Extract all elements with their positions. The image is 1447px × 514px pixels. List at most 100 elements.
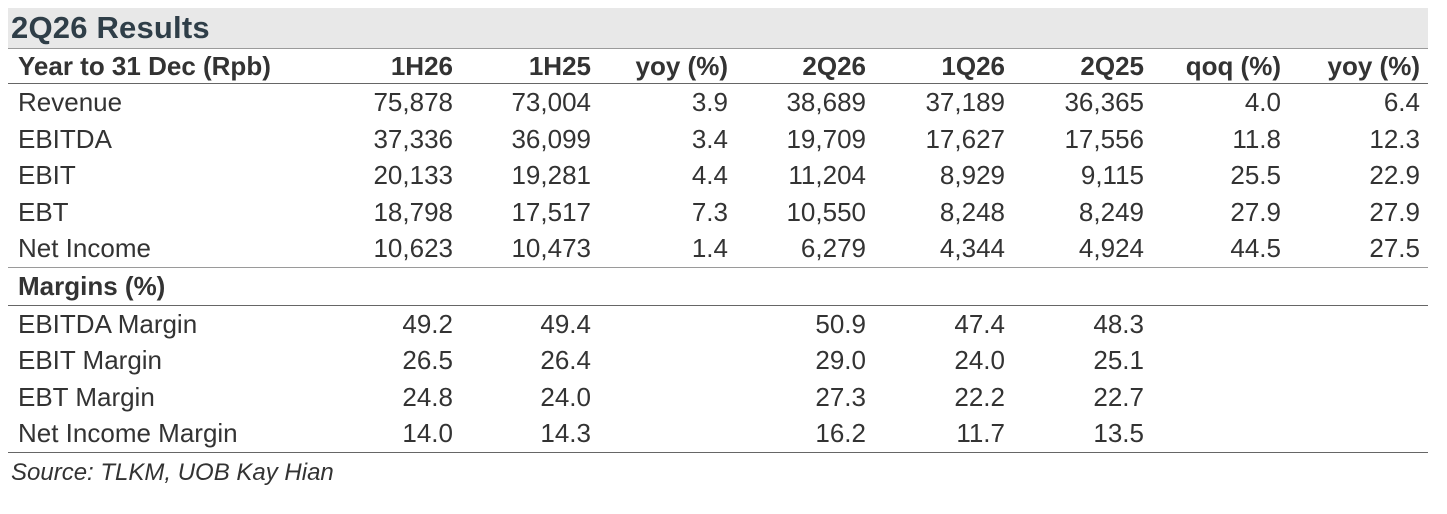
table-cell: 22.2 [954, 381, 1005, 412]
table-cell: 25.1 [1093, 345, 1144, 375]
table-cell: 19,281 [511, 160, 591, 190]
table-row: EBITDA 37,336 36,099 3.4 19,709 17,627 17,556 1… [8, 121, 1428, 158]
column-header: yoy (%) [1289, 49, 1428, 84]
table-cell: 29.0 [815, 345, 866, 375]
table-cell [1152, 305, 1289, 342]
table-cell: 26.4 [540, 345, 591, 375]
column-header: yoy (%) [599, 49, 736, 84]
table-cell: 20,133 [373, 160, 453, 190]
table-cell [599, 342, 736, 379]
table-row: EBIT Margin 26.5 26.4 29.0 24.0 25.1 [8, 342, 1428, 379]
table-cell: 16.2 [736, 415, 874, 453]
table-row: Revenue 75,878 73,004 3.9 38,689 37,189 36,365… [8, 84, 1428, 121]
table-cell: 14.0 [321, 415, 461, 453]
table-cell: 8,929 [939, 160, 1005, 190]
table-cell: 37,189 [925, 87, 1005, 117]
table-cell: 17,517 [511, 196, 591, 227]
table-row: Net Income 10,623 10,473 1.4 6,279 4,344 4,924… [8, 230, 1428, 267]
results-panel: 2Q26 Results Year to 31 Dec (Rpb) 1H26 1… [8, 8, 1428, 487]
table-cell [1289, 379, 1428, 416]
table-cell: 4,344 [939, 233, 1005, 263]
table-cell [599, 415, 736, 453]
table-cell: 37,336 [373, 123, 453, 154]
table-cell: 49.2 [402, 308, 453, 339]
row-label: Net Income [18, 233, 151, 263]
source-note: Source: TLKM, UOB Kay Hian [11, 458, 334, 486]
table-cell: 4.4 [691, 160, 728, 190]
row-label: EBT [18, 196, 69, 227]
table-cell: 14.3 [461, 415, 599, 453]
table-cell: 27.3 [815, 381, 866, 412]
table-cell: 24.0 [954, 345, 1005, 375]
page-title: 2Q26 Results [11, 10, 210, 45]
table-row: Net Income Margin 14.0 14.3 16.2 11.7 13.5 [8, 415, 1428, 453]
table-cell: 11.7 [874, 415, 1013, 453]
table-cell: 50.9 [815, 308, 866, 339]
table-cell: 17,556 [1064, 123, 1144, 154]
table-cell: 10,473 [511, 233, 591, 263]
row-label: EBT Margin [18, 381, 155, 412]
table-cell: 1.4 [691, 233, 728, 263]
table-cell: 27.9 [1230, 196, 1281, 227]
table-cell [599, 379, 736, 416]
table-cell: 47.4 [954, 308, 1005, 339]
table-cell: 4,924 [1078, 233, 1144, 263]
table-cell: 17,627 [925, 123, 1005, 154]
table-cell: 48.3 [1093, 308, 1144, 339]
section-label: Margins (%) [8, 266, 1428, 306]
table-cell: 25.5 [1230, 160, 1281, 190]
results-table: Year to 31 Dec (Rpb) 1H26 1H25 yoy (%) 2… [8, 49, 1428, 453]
table-row: EBT Margin 24.8 24.0 27.3 22.2 22.7 [8, 379, 1428, 416]
table-cell: 6,279 [800, 233, 866, 263]
table-cell: 9,115 [1080, 160, 1144, 190]
table-cell: 38,689 [786, 87, 866, 117]
table-row: EBITDA Margin 49.2 49.4 50.9 47.4 48.3 [8, 305, 1428, 342]
table-cell: 27.9 [1369, 196, 1420, 227]
table-cell: 10,623 [373, 233, 453, 263]
table-cell: 27.5 [1369, 233, 1420, 263]
row-label: EBITDA Margin [18, 308, 198, 339]
row-label: EBIT [18, 160, 76, 190]
row-label: Revenue [18, 87, 123, 117]
table-cell: 24.0 [540, 381, 591, 412]
table-cell: 3.4 [691, 123, 728, 154]
table-cell [1289, 415, 1428, 453]
table-cell: 7.3 [691, 196, 728, 227]
table-cell: 6.4 [1383, 87, 1420, 117]
table-cell: 22.9 [1369, 160, 1420, 190]
table-cell: 36,365 [1064, 87, 1144, 117]
table-cell: 18,798 [373, 196, 453, 227]
row-label: EBITDA [18, 123, 112, 154]
table-cell: 24.8 [402, 381, 453, 412]
table-cell: 49.4 [540, 308, 591, 339]
table-cell: 22.7 [1093, 381, 1144, 412]
table-cell: 8,248 [939, 196, 1005, 227]
table-cell: 4.0 [1244, 87, 1281, 117]
table-cell [1289, 342, 1428, 379]
table-cell: 11.8 [1232, 123, 1281, 154]
table-row: EBT 18,798 17,517 7.3 10,550 8,248 8,249 27.9 27… [8, 194, 1428, 231]
table-cell: 26.5 [402, 345, 453, 375]
row-label: Net Income Margin [8, 415, 321, 453]
column-header: qoq (%) [1152, 49, 1289, 84]
table-row: EBIT 20,133 19,281 4.4 11,204 8,929 9,115 25.5 2… [8, 157, 1428, 194]
table-cell [599, 305, 736, 342]
title-bar: 2Q26 Results [8, 8, 1428, 49]
column-header: 1H25 [461, 49, 599, 84]
section-row-margins: Margins (%) [8, 266, 1428, 306]
table-cell: 11,204 [788, 160, 866, 190]
table-cell: 3.9 [691, 87, 728, 117]
table-cell: 13.5 [1013, 415, 1152, 453]
table-cell: 10,550 [786, 196, 866, 227]
table-cell: 36,099 [511, 123, 591, 154]
table-cell: 44.5 [1230, 233, 1281, 263]
table-cell: 12.3 [1369, 123, 1420, 154]
column-header: 2Q25 [1013, 49, 1152, 84]
column-header: 1Q26 [874, 49, 1013, 84]
table-cell: 75,878 [373, 87, 453, 117]
table-cell: 8,249 [1078, 196, 1144, 227]
table-header-row: Year to 31 Dec (Rpb) 1H26 1H25 yoy (%) 2… [8, 49, 1428, 84]
table-cell: 19,709 [786, 123, 866, 154]
table-cell [1152, 379, 1289, 416]
column-header: 1H26 [321, 49, 461, 84]
